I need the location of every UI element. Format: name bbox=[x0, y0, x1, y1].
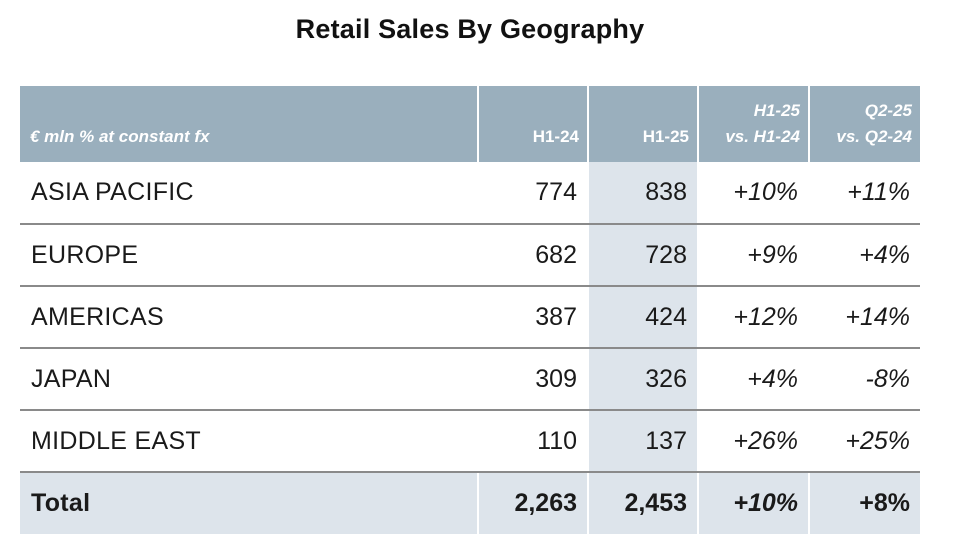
table-row: MIDDLE EAST 110 137 +26% +25% bbox=[20, 410, 920, 473]
table-row: EUROPE 682 728 +9% +4% bbox=[20, 224, 920, 287]
region-cell: MIDDLE EAST bbox=[20, 410, 478, 473]
h1-24-cell: 682 bbox=[477, 224, 588, 287]
header-h1-25: H1-25 bbox=[587, 86, 698, 162]
header-h1-change-line2: vs. H1-24 bbox=[725, 127, 800, 146]
page-title: Retail Sales By Geography bbox=[295, 14, 645, 44]
region-cell: EUROPE bbox=[20, 224, 478, 287]
header-h1-change: H1-25 vs. H1-24 bbox=[697, 86, 809, 162]
total-row: Total 2,263 2,453 +10% +8% bbox=[20, 472, 920, 534]
q2-change-cell: +4% bbox=[808, 224, 920, 287]
q2-change-cell: +25% bbox=[808, 410, 920, 473]
q2-change-cell: -8% bbox=[808, 348, 920, 411]
h1-change-cell: +12% bbox=[697, 286, 809, 349]
header-q2-change-line1: Q2-25 bbox=[864, 101, 912, 120]
h1-change-cell: +9% bbox=[697, 224, 809, 287]
header-h1-24: H1-24 bbox=[477, 86, 588, 162]
h1-25-cell: 424 bbox=[587, 286, 698, 349]
region-cell: JAPAN bbox=[20, 348, 478, 411]
h1-25-cell: 326 bbox=[587, 348, 698, 411]
h1-24-cell: 309 bbox=[477, 348, 588, 411]
header-q2-change-line2: vs. Q2-24 bbox=[836, 127, 912, 146]
h1-change-cell: +26% bbox=[697, 410, 809, 473]
h1-25-cell: 838 bbox=[587, 162, 698, 225]
table-header-row: € mln % at constant fx H1-24 H1-25 H1-25… bbox=[20, 86, 920, 162]
total-h1-change: +10% bbox=[697, 472, 809, 534]
table-row: AMERICAS 387 424 +12% +14% bbox=[20, 286, 920, 349]
q2-change-cell: +14% bbox=[808, 286, 920, 349]
header-region: € mln % at constant fx bbox=[20, 86, 478, 162]
h1-24-cell: 774 bbox=[477, 162, 588, 225]
table-row: ASIA PACIFIC 774 838 +10% +11% bbox=[20, 162, 920, 225]
q2-change-cell: +11% bbox=[808, 162, 920, 225]
h1-change-cell: +10% bbox=[697, 162, 809, 225]
h1-24-cell: 387 bbox=[477, 286, 588, 349]
region-cell: ASIA PACIFIC bbox=[20, 162, 478, 225]
h1-24-cell: 110 bbox=[477, 410, 588, 473]
h1-25-cell: 137 bbox=[587, 410, 698, 473]
header-q2-change: Q2-25 vs. Q2-24 bbox=[808, 86, 920, 162]
region-cell: AMERICAS bbox=[20, 286, 478, 349]
total-h1-25: 2,453 bbox=[587, 472, 698, 534]
h1-25-cell: 728 bbox=[587, 224, 698, 287]
table-row: JAPAN 309 326 +4% -8% bbox=[20, 348, 920, 411]
header-h1-change-line1: H1-25 bbox=[753, 101, 800, 120]
total-h1-24: 2,263 bbox=[477, 472, 588, 534]
total-label: Total bbox=[20, 472, 478, 534]
h1-change-cell: +4% bbox=[697, 348, 809, 411]
total-q2-change: +8% bbox=[808, 472, 920, 534]
retail-sales-table: € mln % at constant fx H1-24 H1-25 H1-25… bbox=[20, 86, 920, 534]
